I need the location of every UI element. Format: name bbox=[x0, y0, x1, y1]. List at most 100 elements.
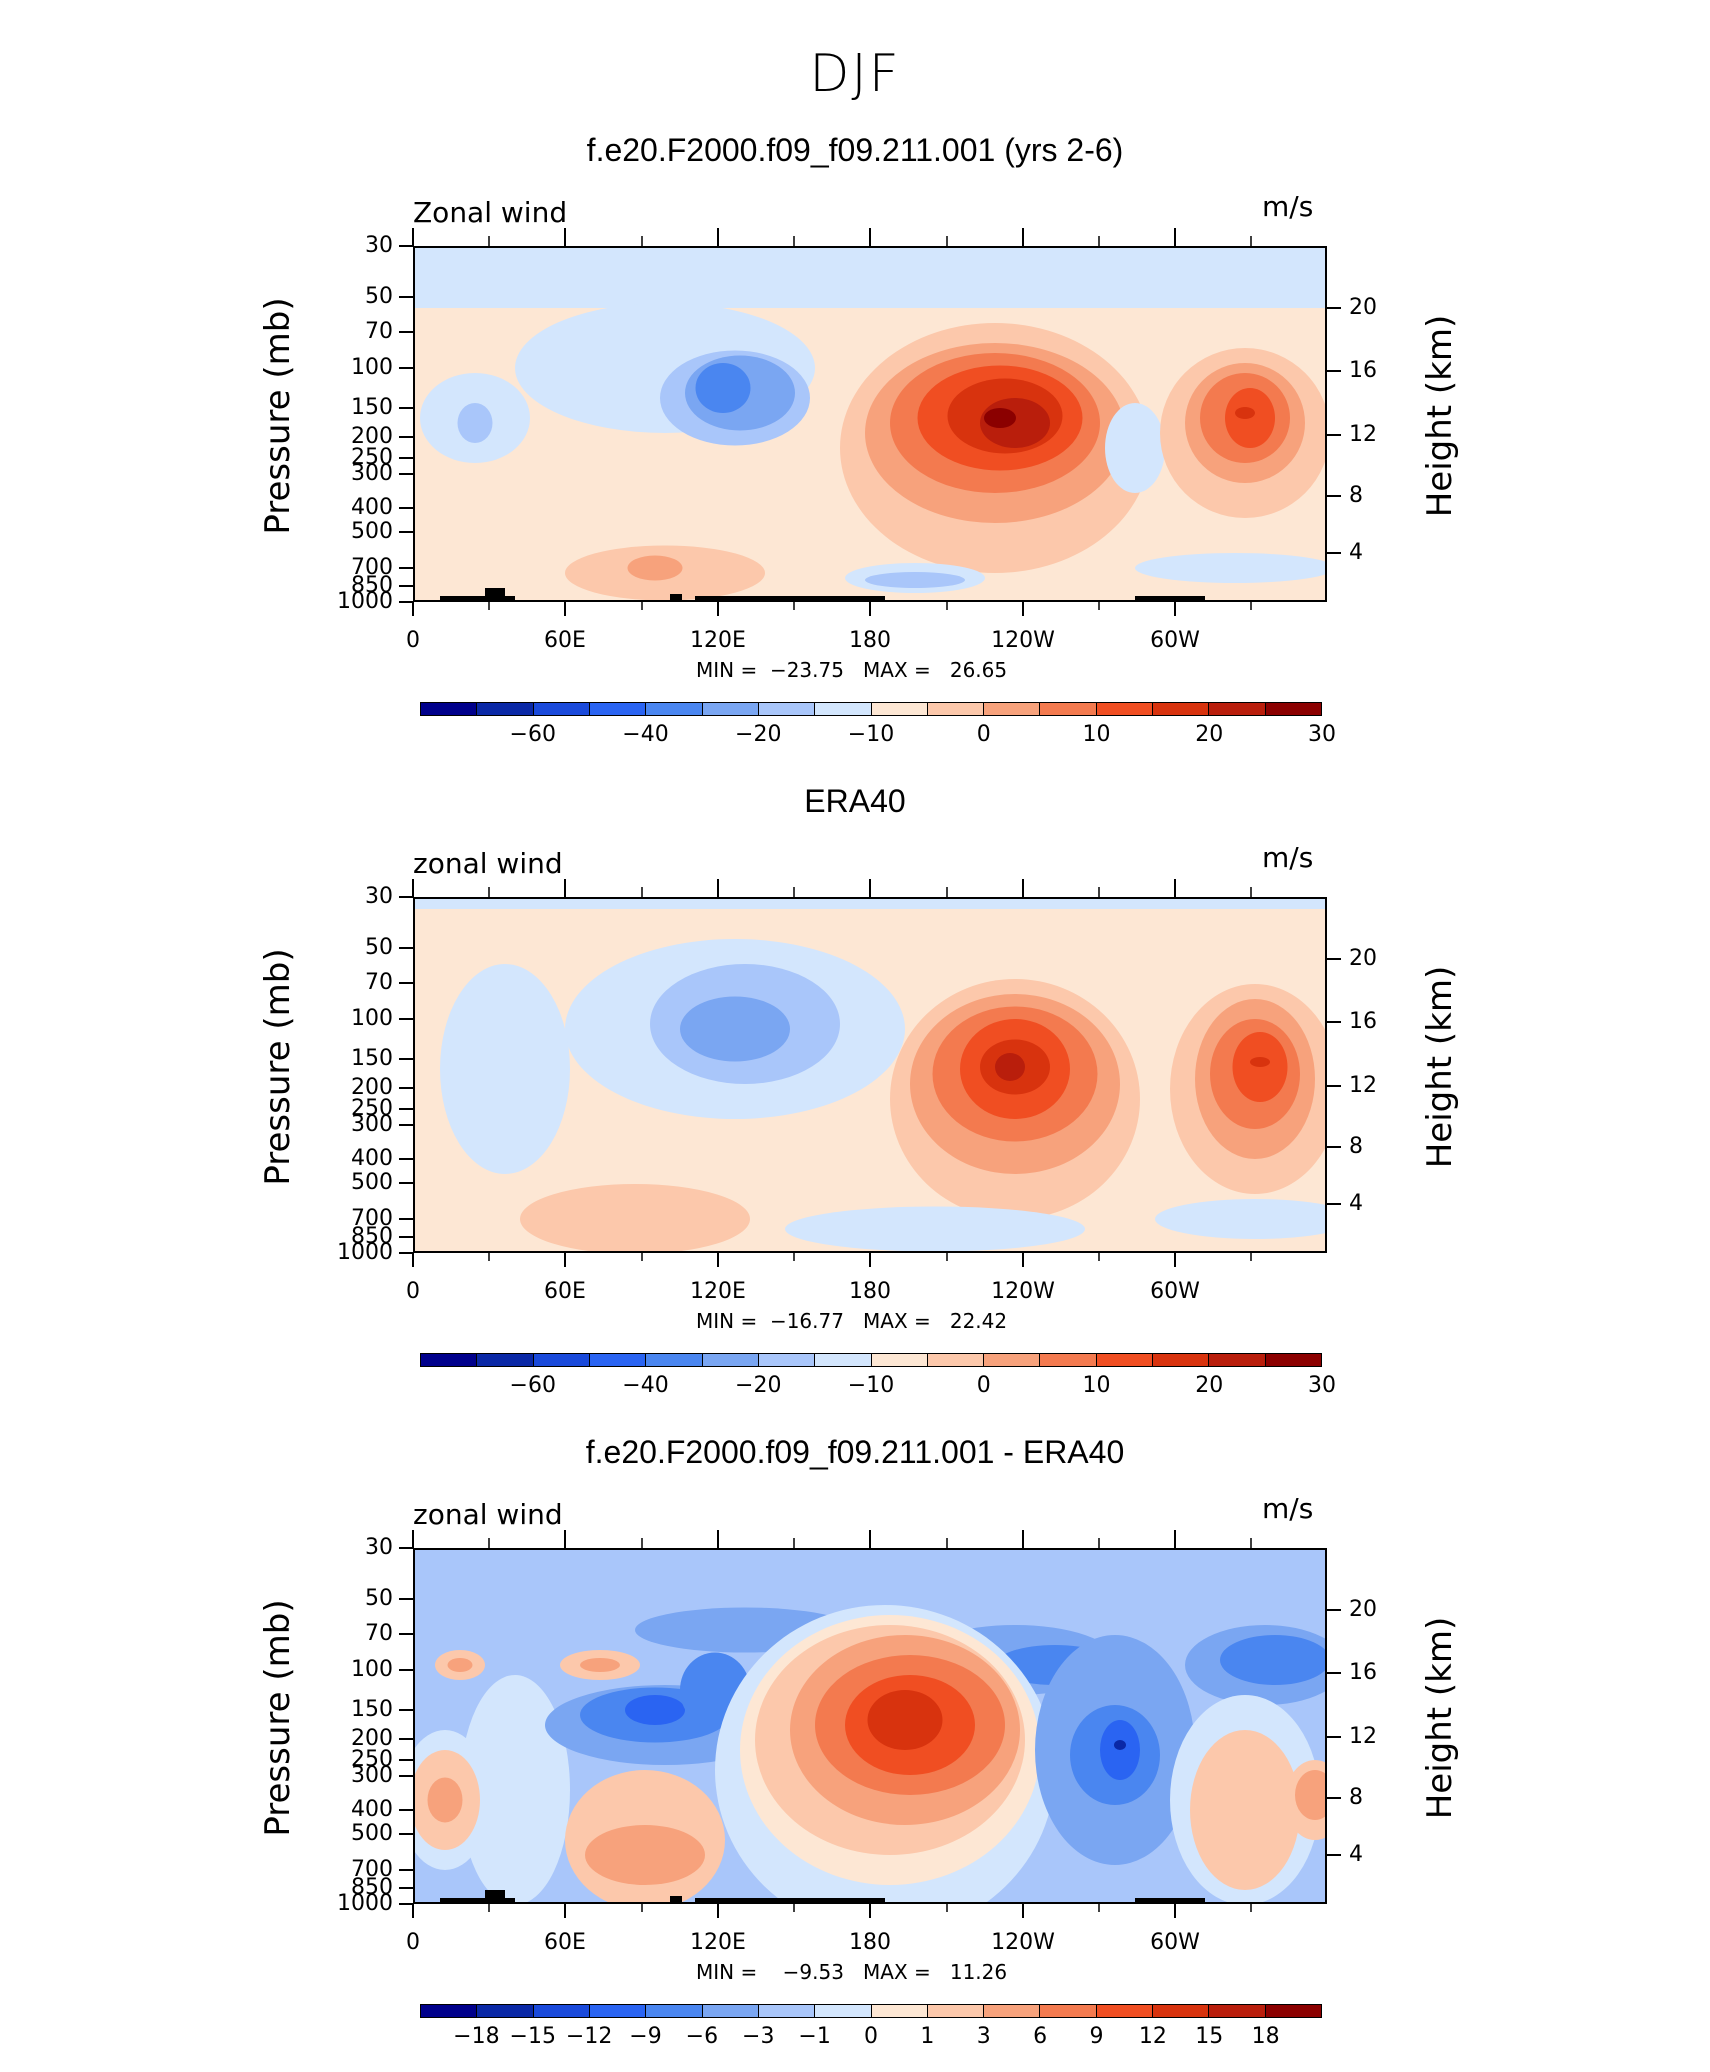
contour-region bbox=[625, 1695, 685, 1725]
colorbar bbox=[420, 1353, 1322, 1367]
pressure-tick-label: 400 bbox=[351, 1797, 393, 1822]
pressure-tick-label: 200 bbox=[351, 1075, 393, 1100]
pressure-tick-label: 500 bbox=[351, 519, 393, 544]
contour-region bbox=[1114, 1740, 1126, 1750]
topography-mask bbox=[695, 1898, 885, 1902]
colorbar-label: −40 bbox=[622, 722, 669, 747]
colorbar-label: −40 bbox=[622, 1373, 669, 1398]
panel-3: f.e20.F2000.f09_f09.211.001 - ERA40 zonal… bbox=[0, 1422, 1710, 2072]
colorbar-swatch bbox=[1153, 1354, 1210, 1366]
colorbar-swatch bbox=[1153, 2005, 1210, 2017]
colorbar-label: −20 bbox=[735, 1373, 782, 1398]
contour-region bbox=[785, 1206, 1085, 1251]
colorbar-swatch bbox=[1096, 703, 1154, 715]
colorbar-swatch bbox=[646, 703, 703, 715]
colorbar-swatch bbox=[927, 703, 985, 715]
colorbar-swatch bbox=[533, 1354, 590, 1366]
contour-region bbox=[460, 1675, 570, 1902]
contour-region bbox=[867, 1690, 943, 1750]
pressure-tick-label: 300 bbox=[351, 1112, 393, 1137]
panel-title: f.e20.F2000.f09_f09.211.001 - ERA40 bbox=[585, 1434, 1125, 1470]
colorbar-label: −10 bbox=[847, 1373, 895, 1398]
colorbar-swatch bbox=[1265, 703, 1321, 715]
colorbar-swatch bbox=[421, 703, 478, 715]
variable-label: zonal wind bbox=[413, 1498, 563, 1531]
y-axis-label-right: Height (km) bbox=[1420, 314, 1460, 518]
y-axis-label-right: Height (km) bbox=[1420, 965, 1460, 1169]
longitude-tick-label: 0 bbox=[406, 1930, 420, 1955]
panel-1: f.e20.F2000.f09_f09.211.001 (yrs 2-6) Zon… bbox=[0, 120, 1710, 770]
contour-region bbox=[520, 1184, 750, 1251]
height-tick-label: 4 bbox=[1349, 1842, 1363, 1867]
y-axis-label-left: Pressure (mb) bbox=[258, 297, 298, 535]
colorbar-swatch bbox=[477, 2005, 534, 2017]
pressure-tick-label: 1000 bbox=[337, 1240, 393, 1265]
pressure-tick-label: 250 bbox=[351, 1096, 393, 1121]
contour-plot bbox=[413, 1548, 1327, 1904]
units-label: m/s bbox=[1262, 1492, 1314, 1525]
y-axis-label-left: Pressure (mb) bbox=[258, 1599, 298, 1837]
longitude-tick-label: 180 bbox=[849, 1279, 891, 1304]
colorbar-label: 10 bbox=[1082, 1373, 1111, 1398]
pressure-tick-label: 1000 bbox=[337, 589, 393, 614]
pressure-tick-label: 50 bbox=[365, 1586, 393, 1611]
topography-mask bbox=[695, 596, 885, 600]
pressure-tick-label: 70 bbox=[365, 319, 393, 344]
height-tick-label: 16 bbox=[1349, 358, 1377, 383]
pressure-tick-label: 30 bbox=[365, 1535, 393, 1560]
pressure-tick-label: 70 bbox=[365, 970, 393, 995]
height-tick-label: 16 bbox=[1349, 1009, 1377, 1034]
colorbar-swatch bbox=[1265, 2005, 1321, 2017]
pressure-tick-label: 200 bbox=[351, 1726, 393, 1751]
colorbar-swatch bbox=[927, 2005, 985, 2017]
colorbar-label: −60 bbox=[509, 722, 556, 747]
colorbar-label: −60 bbox=[509, 1373, 556, 1398]
pressure-tick-label: 250 bbox=[351, 1747, 393, 1772]
contour-region bbox=[995, 1053, 1025, 1081]
pressure-tick-label: 50 bbox=[365, 284, 393, 309]
topography-mask bbox=[1135, 1898, 1205, 1902]
units-label: m/s bbox=[1262, 841, 1314, 874]
colorbar-label: 20 bbox=[1195, 1373, 1224, 1398]
topography-mask bbox=[670, 594, 682, 600]
contour-region bbox=[585, 1825, 705, 1885]
colorbar-swatch bbox=[646, 1354, 703, 1366]
contour-region bbox=[1190, 1730, 1300, 1890]
contour-region bbox=[1235, 407, 1255, 419]
colorbar bbox=[420, 702, 1322, 716]
topography-mask bbox=[440, 596, 485, 600]
colorbar-swatch bbox=[702, 703, 759, 715]
contour-region bbox=[695, 363, 751, 413]
contour-region bbox=[440, 964, 570, 1174]
contour-region bbox=[457, 403, 493, 443]
longitude-tick-label: 120W bbox=[991, 628, 1055, 653]
pressure-tick-label: 850 bbox=[351, 1224, 393, 1249]
pressure-tick-label: 700 bbox=[351, 555, 393, 580]
pressure-tick-label: 150 bbox=[351, 395, 393, 420]
contour-region bbox=[1295, 1770, 1325, 1820]
panel-title: f.e20.F2000.f09_f09.211.001 (yrs 2-6) bbox=[586, 132, 1124, 168]
longitude-tick-label: 120E bbox=[690, 628, 746, 653]
colorbar-swatch bbox=[1040, 703, 1097, 715]
pressure-tick-label: 150 bbox=[351, 1046, 393, 1071]
longitude-tick-label: 60W bbox=[1150, 1279, 1200, 1304]
colorbar-swatch bbox=[815, 1354, 872, 1366]
height-tick-label: 20 bbox=[1349, 295, 1377, 320]
colorbar-swatch bbox=[815, 703, 872, 715]
panel-2: ERA40 zonal wind m/s 30 50 70 100 150 200 250 300 4… bbox=[0, 771, 1710, 1421]
colorbar-label: 30 bbox=[1308, 1373, 1336, 1398]
height-tick-label: 12 bbox=[1349, 1073, 1377, 1098]
colorbar-swatch bbox=[589, 703, 647, 715]
longitude-tick-label: 120W bbox=[991, 1279, 1055, 1304]
height-tick-label: 12 bbox=[1349, 1724, 1377, 1749]
figure-title: DJF bbox=[809, 44, 901, 104]
variable-label: zonal wind bbox=[413, 847, 563, 880]
height-tick-label: 4 bbox=[1349, 540, 1363, 565]
contour-region bbox=[680, 996, 790, 1062]
y-axis-label-left: Pressure (mb) bbox=[258, 948, 298, 1186]
variable-label: Zonal wind bbox=[413, 196, 568, 229]
colorbar-label: 0 bbox=[976, 722, 991, 747]
colorbar-swatch bbox=[1096, 1354, 1154, 1366]
contour-region bbox=[415, 899, 1325, 909]
colorbar-swatch bbox=[1209, 1354, 1266, 1366]
